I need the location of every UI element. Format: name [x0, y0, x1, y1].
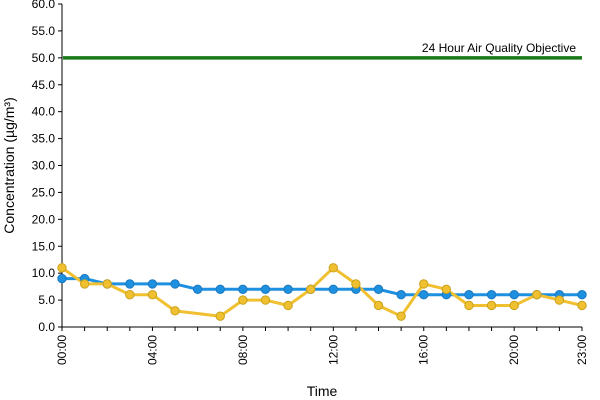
series-2-point — [373, 300, 384, 311]
series-1-point — [170, 279, 180, 289]
y-tick-label: 50.0 — [32, 51, 56, 65]
series-2-point — [170, 306, 180, 316]
y-tick-label: 40.0 — [32, 105, 56, 119]
series-2-point — [125, 290, 135, 300]
series-1-point — [486, 290, 497, 300]
x-tick-label: 20:00 — [507, 335, 521, 365]
series-1-point — [419, 290, 429, 300]
y-tick-label: 55.0 — [32, 24, 56, 38]
series-1-point — [509, 290, 519, 300]
series-2-point — [554, 295, 565, 305]
series-1-point — [328, 284, 339, 295]
series-1-point — [125, 279, 135, 289]
x-axis-title: Time — [307, 383, 338, 399]
series-2-point — [532, 290, 542, 300]
series-2-point — [577, 300, 587, 311]
x-axis-ticks: 00:00 04:00 08:00 12:00 16:00 20:00 23:00 — [55, 327, 589, 365]
y-tick-label: 5.0 — [38, 293, 55, 307]
series-2-point — [486, 300, 497, 311]
series-1-point — [192, 284, 203, 295]
x-tick-label: 12:00 — [326, 335, 340, 365]
series-2-point — [260, 295, 271, 305]
series-2-point — [351, 279, 361, 289]
y-tick-label: 35.0 — [32, 132, 56, 146]
series-1-point — [464, 290, 474, 300]
series-2-line — [61, 266, 583, 318]
y-tick-label: 0.0 — [38, 320, 55, 334]
series-2-point — [215, 311, 225, 321]
series-2-point — [419, 279, 429, 289]
y-tick-label: 15.0 — [32, 239, 56, 253]
series-1-point — [283, 284, 293, 295]
series-1-point — [215, 284, 225, 295]
x-tick-label: 04:00 — [145, 335, 159, 365]
y-axis-ticks: 0.0 5.0 10.0 15.0 20.0 25.0 30.0 35.0 40.0 45.0 50… — [32, 0, 62, 334]
series-2-point — [238, 295, 248, 305]
series-2-point — [79, 279, 90, 289]
series-1-point — [238, 284, 248, 295]
series-2-point — [102, 279, 112, 289]
y-axis-title: Concentration (µg/m³) — [1, 97, 17, 233]
series-2-point — [464, 300, 474, 311]
y-tick-label: 25.0 — [32, 185, 56, 199]
series-2-point — [509, 300, 519, 311]
series-2-point — [305, 284, 316, 295]
series-1-point — [57, 273, 67, 284]
series-2-point — [396, 311, 406, 321]
series-2-point — [283, 300, 293, 311]
series-1-point — [577, 290, 587, 300]
series-2-point — [441, 284, 452, 295]
y-tick-label: 60.0 — [32, 0, 56, 11]
y-tick-label: 20.0 — [32, 212, 56, 226]
objective-label: 24 Hour Air Quality Objective — [422, 41, 576, 55]
y-tick-label: 30.0 — [32, 159, 56, 173]
series-1-line — [62, 277, 582, 297]
y-tick-label: 45.0 — [32, 78, 56, 92]
y-tick-label: 10.0 — [32, 266, 56, 280]
series-1-point — [260, 284, 271, 295]
series-2-point — [57, 263, 67, 273]
series-1-point — [396, 290, 406, 300]
x-tick-label: 23:00 — [575, 335, 589, 365]
series-group — [57, 263, 587, 321]
x-tick-label: 16:00 — [417, 335, 431, 365]
series-1-point — [373, 284, 384, 295]
series-2-point — [147, 290, 158, 300]
x-tick-label: 00:00 — [55, 335, 69, 365]
series-2-point — [328, 263, 339, 273]
series-1-point — [147, 279, 158, 289]
x-tick-label: 08:00 — [236, 335, 250, 365]
